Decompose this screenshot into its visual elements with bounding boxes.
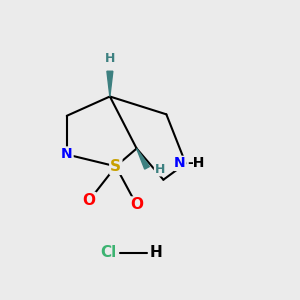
- Text: O: O: [130, 197, 143, 212]
- Text: H: H: [105, 52, 115, 65]
- Text: N: N: [61, 148, 73, 161]
- Text: -H: -H: [187, 156, 205, 170]
- Text: O: O: [82, 193, 96, 208]
- Polygon shape: [136, 148, 149, 169]
- Text: H: H: [154, 163, 165, 176]
- Polygon shape: [107, 71, 113, 97]
- Text: N: N: [174, 156, 186, 170]
- Text: Cl: Cl: [100, 245, 116, 260]
- Text: S: S: [110, 159, 121, 174]
- Text: H: H: [150, 245, 162, 260]
